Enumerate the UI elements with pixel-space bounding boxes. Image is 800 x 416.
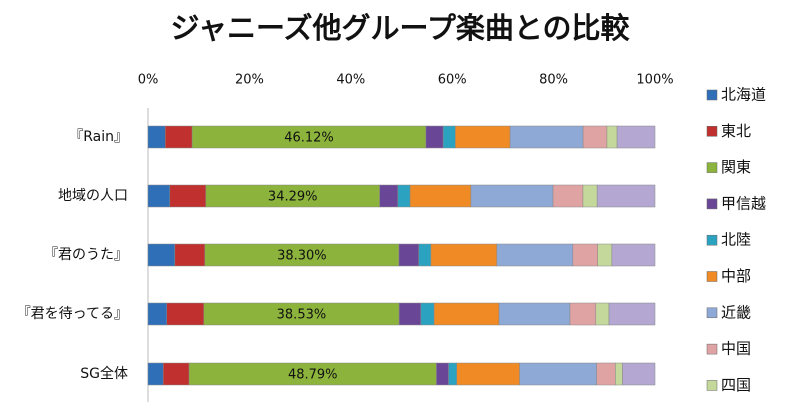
bar-segment [606, 125, 618, 149]
y-tick-label: 地域の人口 [58, 188, 128, 204]
legend-marker [706, 126, 718, 137]
legend-marker [706, 271, 718, 282]
y-tick-label: 『君を待ってる』 [17, 306, 128, 322]
x-tick-label: 80% [539, 73, 568, 88]
legend-marker [706, 234, 718, 246]
bar-segment [418, 243, 432, 267]
bar-segment [174, 243, 206, 267]
bar-segment [147, 184, 171, 208]
legend-marker [706, 162, 718, 173]
bar-segment [611, 243, 656, 267]
data-label: 48.79% [288, 368, 338, 383]
bar-segment [398, 243, 419, 267]
bar-segment [596, 184, 656, 208]
legend-label: 北海道 [721, 86, 766, 104]
bar-segment [470, 184, 554, 208]
data-label: 46.12% [284, 131, 334, 146]
legend-label: 甲信越 [721, 194, 766, 212]
legend-marker [706, 343, 718, 355]
bar-segment [572, 243, 598, 267]
legend-marker [706, 198, 718, 210]
bar-segment [448, 362, 457, 386]
x-tick-label: 40% [336, 73, 365, 88]
chart-title: ジャニーズ他グループ楽曲との比較 [170, 11, 630, 45]
bar-segment [398, 302, 422, 326]
y-tick-label: 『君のうた』 [44, 247, 128, 263]
bar-segment [430, 243, 498, 267]
bar-segment [496, 243, 574, 267]
x-tick-label: 60% [438, 73, 467, 88]
y-tick-label: 『Rain』 [69, 129, 128, 145]
bar-segment [552, 184, 584, 208]
bar-segment [596, 362, 616, 386]
legend-label: 近畿 [721, 303, 751, 321]
bar-segment [147, 243, 176, 267]
bar-segment [164, 125, 193, 149]
bar-segment [436, 362, 449, 386]
bar-segment [420, 302, 435, 326]
legend-label: 北陸 [721, 231, 751, 249]
legend-label: 四国 [721, 376, 751, 394]
legend-label: 関東 [721, 158, 751, 176]
bar-segment [397, 184, 411, 208]
bar-segment [509, 125, 584, 149]
bar-segment [582, 184, 598, 208]
bar-segment [162, 362, 190, 386]
bar-segment [608, 302, 656, 326]
bar-segment [615, 362, 623, 386]
x-tick-label: 100% [636, 73, 673, 88]
legend-label: 中部 [721, 267, 751, 285]
bar-segment [425, 125, 444, 149]
legend-marker [706, 89, 718, 101]
bar-segment [519, 362, 597, 386]
legend-marker [706, 380, 718, 391]
bar-segment [456, 362, 520, 386]
legend-label: 東北 [721, 122, 751, 140]
bar-segment [455, 125, 511, 149]
x-tick-label: 0% [138, 73, 159, 88]
legend-label: 中国 [721, 340, 751, 358]
bar-segment [582, 125, 608, 149]
bar-segment [616, 125, 656, 149]
bar-segment [595, 302, 610, 326]
bar-segment [569, 302, 597, 326]
bar-segment [147, 302, 168, 326]
x-tick-label: 20% [235, 73, 264, 88]
legend-marker [706, 307, 718, 319]
data-label: 34.29% [268, 190, 318, 205]
bar-segment [409, 184, 472, 208]
bar-segment [379, 184, 399, 208]
bar-segment [166, 302, 205, 326]
bar-segment [442, 125, 456, 149]
bar-segment [498, 302, 571, 326]
bar-segment [433, 302, 500, 326]
y-tick-label: SG全体 [80, 365, 128, 382]
data-label: 38.53% [277, 308, 327, 323]
bar-segment [169, 184, 207, 208]
data-label: 38.30% [277, 249, 327, 264]
bar-segment [147, 125, 166, 149]
bar-segment [147, 362, 164, 386]
bar-segment [597, 243, 613, 267]
bar-segment [622, 362, 656, 386]
